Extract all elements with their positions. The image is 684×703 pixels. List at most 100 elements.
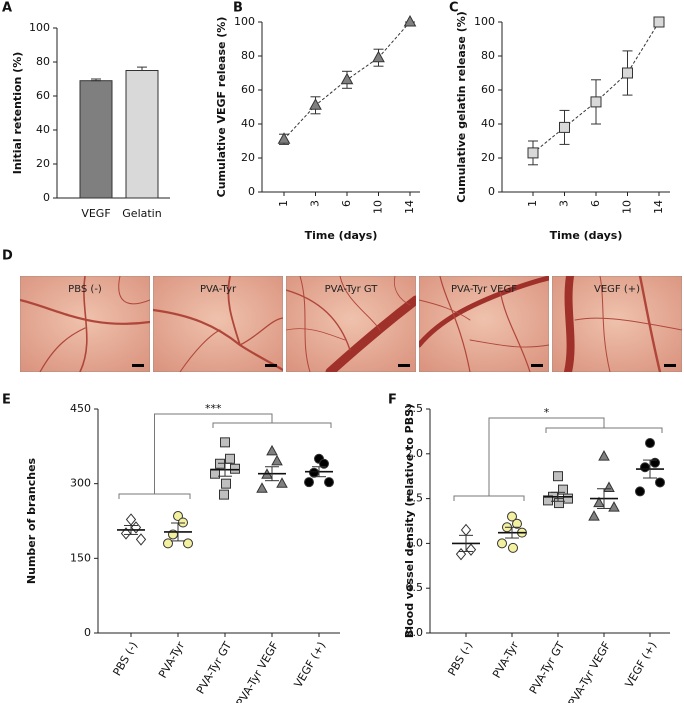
panel-label: B — [233, 1, 243, 16]
point — [512, 518, 522, 529]
panel-label: F — [388, 393, 397, 408]
point — [507, 511, 517, 522]
y-axis-label: Number of branches — [25, 457, 38, 584]
y-tick-label: 450 — [70, 402, 91, 415]
y-tick-label: 1.0 — [406, 536, 424, 549]
point — [120, 527, 132, 540]
photos — [20, 276, 682, 372]
point — [276, 477, 288, 488]
point — [221, 478, 231, 489]
y-tick-label: 0 — [248, 185, 255, 198]
y-axis-label: Blood vessel density (relative to PBS) — [403, 404, 416, 638]
x-tick-label: Gelatin — [122, 207, 161, 220]
error-bar — [312, 466, 326, 478]
point — [608, 501, 620, 512]
x-tick-label: 6 — [340, 200, 353, 207]
x-tick-label: VEGF (+) — [292, 640, 329, 690]
error-bar — [124, 524, 138, 535]
point — [309, 467, 319, 478]
error-bar — [137, 66, 147, 71]
bracket — [118, 413, 273, 499]
point — [230, 463, 240, 474]
y-tick-label: 2.0 — [406, 447, 424, 460]
panel-label: C — [449, 1, 459, 16]
y-tick-label: 0 — [84, 626, 91, 639]
x-tick-label: 14 — [403, 200, 416, 214]
x-tick-label: PVA-Tyr VEGF — [566, 640, 614, 703]
y-tick-label: 20 — [241, 151, 255, 164]
error-bar — [643, 459, 657, 479]
y-tick-label: 80 — [36, 55, 50, 68]
y-tick-label: 20 — [36, 157, 50, 170]
y-tick-label: 0.0 — [406, 626, 424, 639]
point — [173, 511, 183, 522]
photo-caption: PVA-Tyr VEGF — [451, 284, 517, 295]
point — [225, 453, 235, 464]
error-bar — [597, 488, 611, 509]
point — [622, 67, 633, 79]
y-tick-label: 150 — [70, 551, 91, 564]
y-tick-label: 40 — [36, 123, 50, 136]
photo-caption: PBS (-) — [68, 284, 102, 295]
point — [403, 14, 417, 27]
point — [319, 458, 329, 469]
bracket — [545, 427, 663, 433]
y-axis-label: Cumulative VEGF release (%) — [215, 17, 228, 198]
error-bar — [171, 522, 185, 542]
y-axis-label: Cumulative gelatin release (%) — [455, 11, 468, 203]
error-bar — [91, 78, 101, 82]
point — [553, 471, 563, 482]
point — [598, 450, 610, 461]
photo — [286, 276, 416, 372]
y-tick-label: 300 — [70, 477, 91, 490]
photo-caption: PVA-Tyr — [200, 284, 237, 295]
y-tick-label: 80 — [241, 49, 255, 62]
point — [640, 462, 650, 473]
significance: * — [544, 406, 550, 419]
point — [603, 481, 615, 492]
x-tick-label: PVA-Tyr GT — [527, 639, 567, 696]
point — [266, 444, 278, 456]
point — [163, 538, 173, 549]
point — [183, 538, 193, 549]
y-tick-label: 40 — [241, 117, 255, 130]
point — [340, 72, 354, 85]
point — [593, 496, 605, 508]
photo — [419, 276, 549, 372]
point — [220, 437, 230, 448]
x-tick-label: PBS (-) — [110, 640, 140, 679]
y-tick-label: 60 — [36, 89, 50, 102]
y-tick-label: 0 — [488, 185, 495, 198]
y-tick-label: 2.5 — [406, 402, 424, 415]
point — [655, 477, 665, 488]
y-tick-label: 100 — [29, 21, 50, 34]
x-tick-label: PVA-Tyr VEGF — [234, 640, 282, 703]
point — [372, 50, 385, 63]
point — [277, 132, 291, 144]
x-tick-label: 1 — [277, 200, 290, 207]
point — [130, 521, 142, 534]
x-axis-label: Time (days) — [305, 229, 378, 242]
y-tick-label: 20 — [481, 151, 495, 164]
photo — [552, 276, 682, 372]
error-bar — [265, 466, 279, 482]
x-tick-label: 3 — [558, 200, 571, 207]
x-tick-label: 1 — [526, 200, 539, 207]
error-bar — [505, 526, 519, 539]
point — [125, 513, 137, 526]
error-bar — [218, 462, 232, 477]
bar — [125, 70, 159, 199]
y-tick-label: 1.5 — [406, 492, 424, 505]
point — [219, 489, 229, 500]
point — [465, 543, 477, 556]
point — [559, 121, 570, 133]
y-axis-label: Initial retention (%) — [11, 52, 24, 175]
point — [588, 510, 600, 521]
bar — [79, 80, 113, 199]
x-tick-label: PVA-Tyr — [490, 639, 521, 680]
y-tick-label: 60 — [481, 83, 495, 96]
x-tick-label: PBS (-) — [445, 640, 475, 679]
x-tick-label: 6 — [589, 200, 602, 207]
point — [324, 477, 334, 488]
